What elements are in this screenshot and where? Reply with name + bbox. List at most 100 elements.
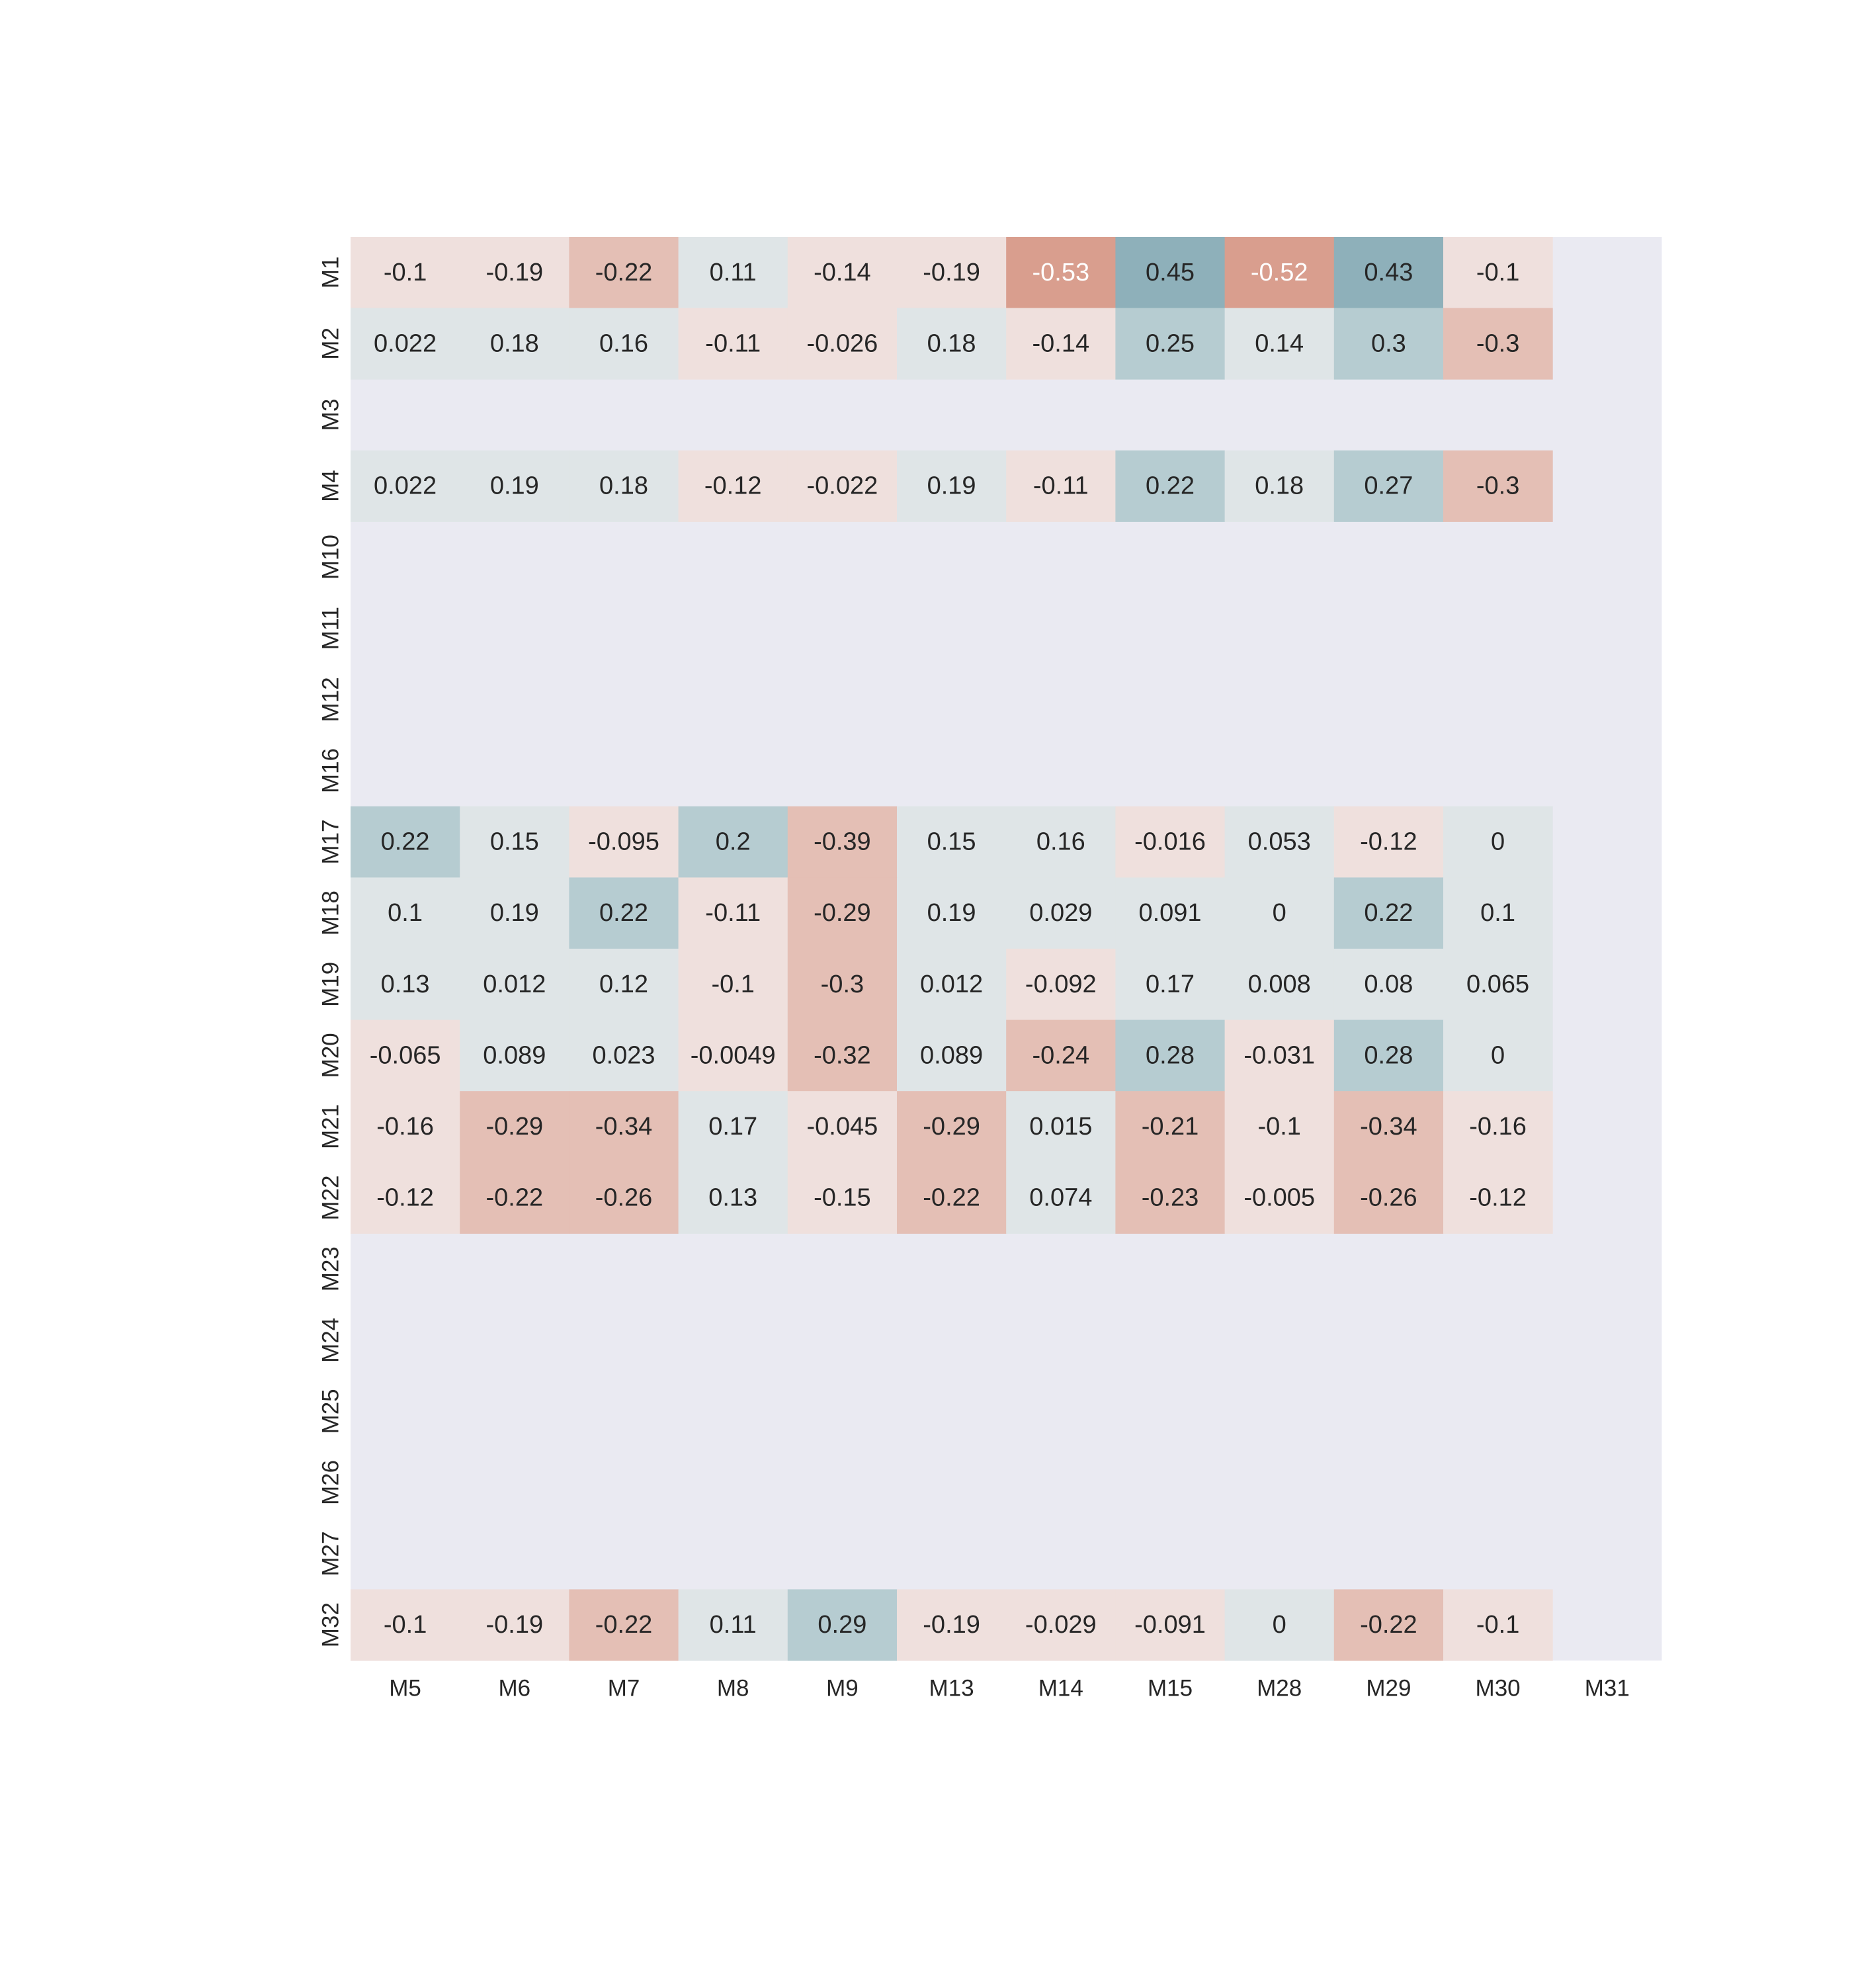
- heatmap-cell: [897, 237, 1007, 309]
- cell-value-label: -0.16: [1469, 1113, 1527, 1141]
- cell-value-label: 0.28: [1364, 1041, 1413, 1069]
- x-tick-label: M15: [1148, 1676, 1193, 1702]
- heatmap-cell: [1333, 1162, 1444, 1234]
- x-tick-label: M29: [1366, 1676, 1411, 1702]
- cell-value-label: -0.0049: [691, 1041, 776, 1069]
- heatmap-cell: [1443, 308, 1553, 380]
- heatmap-cell: [351, 1589, 460, 1661]
- y-tick-label: M32: [318, 1602, 344, 1647]
- cell-value-label: -0.19: [923, 259, 980, 286]
- heatmap-cell: [787, 450, 898, 522]
- y-tick-label: M24: [318, 1318, 344, 1363]
- cell-value-label: 0.18: [1255, 472, 1304, 500]
- heatmap-cell: [1224, 1019, 1335, 1092]
- heatmap-cell: [569, 308, 679, 380]
- x-tick-label: M8: [717, 1676, 749, 1702]
- x-tick-label: M31: [1585, 1676, 1630, 1702]
- heatmap-cell: [787, 1091, 898, 1163]
- heatmap-cell: [678, 949, 788, 1021]
- heatmap-cell: [1115, 1589, 1226, 1661]
- heatmap-cell: [1006, 806, 1116, 878]
- x-tick-label: M9: [826, 1676, 859, 1702]
- heatmap-cell: [351, 949, 460, 1021]
- cell-value-label: 0.15: [927, 828, 976, 856]
- y-tick-label: M27: [318, 1532, 344, 1577]
- cell-value-label: -0.14: [814, 259, 871, 286]
- cell-value-label: 0.022: [374, 472, 437, 500]
- cell-value-label: 0.3: [1371, 329, 1406, 357]
- cell-value-label: -0.1: [1476, 259, 1519, 286]
- heatmap-cell: [897, 1019, 1007, 1092]
- cell-value-label: -0.29: [923, 1113, 980, 1141]
- heatmap-cell: [787, 237, 898, 309]
- heatmap-cell: [569, 450, 679, 522]
- heatmap-cell: [1224, 1162, 1335, 1234]
- heatmap-cell: [787, 308, 898, 380]
- heatmap-cell: [1224, 806, 1335, 878]
- heatmap-cell: [787, 949, 898, 1021]
- cell-value-label: -0.29: [485, 1113, 543, 1141]
- heatmap-cell: [1006, 237, 1116, 309]
- cell-value-label: 0.15: [490, 828, 539, 856]
- cell-value-label: 0.029: [1029, 899, 1092, 927]
- cell-value-label: 0.13: [708, 1184, 757, 1212]
- heatmap-cell: [1224, 1589, 1335, 1661]
- cell-value-label: 0.2: [716, 828, 751, 856]
- x-tick-label: M30: [1476, 1676, 1521, 1702]
- cell-value-label: -0.26: [1360, 1184, 1417, 1212]
- cell-value-label: 0.12: [599, 971, 648, 998]
- cell-value-label: 0: [1273, 1611, 1286, 1639]
- heatmap-cell: [678, 450, 788, 522]
- heatmap-cell: [1333, 1019, 1444, 1092]
- heatmap-cell: [460, 1091, 569, 1163]
- cell-value-label: 0.053: [1248, 828, 1311, 856]
- heatmap-cell: [787, 806, 898, 878]
- x-tick-label: M7: [608, 1676, 640, 1702]
- x-tick-label: M28: [1257, 1676, 1302, 1702]
- heatmap-cell: [1006, 949, 1116, 1021]
- heatmap-cell: [1443, 1589, 1553, 1661]
- cell-value-label: 0.22: [599, 899, 648, 927]
- heatmap-cell: [460, 949, 569, 1021]
- y-tick-label: M4: [318, 470, 344, 502]
- cell-value-label: -0.12: [704, 472, 762, 500]
- y-tick-label: M11: [318, 607, 344, 650]
- heatmap-cell: [460, 1019, 569, 1092]
- heatmap-cell: [1333, 1589, 1444, 1661]
- cell-value-label: 0.27: [1364, 472, 1413, 500]
- heatmap-cell: [1443, 806, 1553, 878]
- heatmap-cell: [569, 237, 679, 309]
- heatmap-cell: [678, 1091, 788, 1163]
- heatmap-cell: [1006, 1589, 1116, 1661]
- cell-value-label: -0.24: [1032, 1041, 1089, 1069]
- y-tick-label: M23: [318, 1246, 344, 1291]
- cell-value-label: -0.22: [923, 1184, 980, 1212]
- y-tick-label: M26: [318, 1460, 344, 1505]
- cell-value-label: 0: [1491, 1041, 1505, 1069]
- cell-value-label: 0: [1491, 828, 1505, 856]
- cell-value-label: 0: [1273, 899, 1286, 927]
- cell-value-label: 0.13: [381, 971, 430, 998]
- cell-value-label: -0.095: [588, 828, 659, 856]
- heatmap-cell: [351, 237, 460, 309]
- cell-value-label: -0.022: [807, 472, 878, 500]
- cell-value-label: -0.22: [595, 259, 653, 286]
- cell-value-label: -0.21: [1142, 1113, 1199, 1141]
- cell-value-label: -0.22: [1360, 1611, 1417, 1639]
- heatmap-cell: [1224, 450, 1335, 522]
- heatmap-cell: [460, 877, 569, 949]
- heatmap-cell: [787, 1019, 898, 1092]
- heatmap-cell: [897, 1091, 1007, 1163]
- cell-value-label: 0.089: [483, 1041, 546, 1069]
- cell-value-label: 0.091: [1138, 899, 1201, 927]
- cell-value-label: -0.19: [485, 259, 543, 286]
- heatmap-cell: [1443, 949, 1553, 1021]
- heatmap-cell: [1224, 237, 1335, 309]
- y-tick-label: M16: [318, 748, 344, 793]
- cell-value-label: -0.32: [814, 1041, 871, 1069]
- cell-value-label: -0.29: [814, 899, 871, 927]
- heatmap-cell: [678, 1162, 788, 1234]
- cell-value-label: -0.1: [711, 971, 754, 998]
- x-tick-label: M13: [929, 1676, 974, 1702]
- y-tick-label: M2: [318, 327, 344, 360]
